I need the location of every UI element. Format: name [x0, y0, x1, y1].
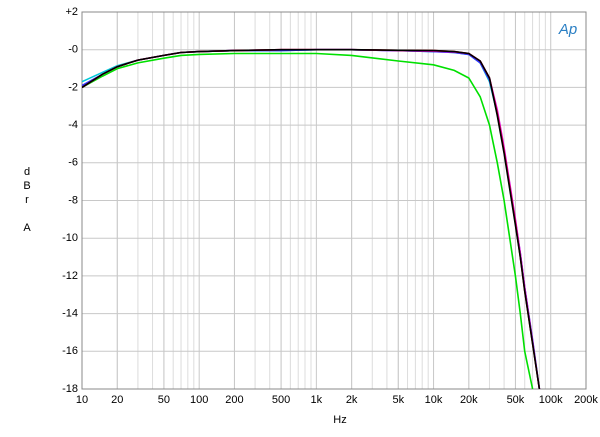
x-tick-label: 5k — [392, 394, 404, 406]
x-tick-label: 200 — [225, 394, 243, 406]
y-tick-label: -18 — [62, 383, 78, 395]
y-tick-label: -0 — [68, 44, 78, 56]
y-axis-label-char: r — [25, 194, 29, 206]
y-tick-label: -6 — [68, 157, 78, 169]
logo: Ap — [558, 21, 577, 38]
y-tick-label: -8 — [68, 194, 78, 206]
y-axis-label-char: B — [23, 180, 30, 192]
x-axis-label: Hz — [333, 414, 346, 426]
x-tick-label: 500 — [272, 394, 290, 406]
y-tick-label: -12 — [62, 270, 78, 282]
y-axis-label-char — [25, 208, 28, 220]
x-tick-label: 50 — [158, 394, 170, 406]
y-axis-label-char: d — [24, 166, 30, 178]
y-tick-label: -16 — [62, 345, 78, 357]
y-axis-label-char: A — [23, 222, 31, 234]
data-line — [82, 48, 541, 389]
y-tick-label: +2 — [65, 6, 78, 18]
x-tick-label: 200k — [574, 394, 598, 406]
x-tick-label: 1k — [311, 394, 323, 406]
y-tick-label: -2 — [68, 81, 78, 93]
x-tick-label: 10 — [76, 394, 88, 406]
y-tick-label: -14 — [62, 308, 78, 320]
x-tick-label: 20k — [460, 394, 478, 406]
y-tick-label: -10 — [62, 232, 78, 244]
x-tick-label: 100 — [190, 394, 208, 406]
x-tick-label: 100k — [539, 394, 563, 406]
x-tick-label: 20 — [111, 394, 123, 406]
y-tick-label: -4 — [68, 119, 78, 131]
data-line — [82, 52, 534, 389]
plot-frame — [81, 11, 587, 390]
x-tick-label: 50k — [507, 394, 525, 406]
x-tick-label: 2k — [346, 394, 358, 406]
x-tick-label: 10k — [425, 394, 443, 406]
